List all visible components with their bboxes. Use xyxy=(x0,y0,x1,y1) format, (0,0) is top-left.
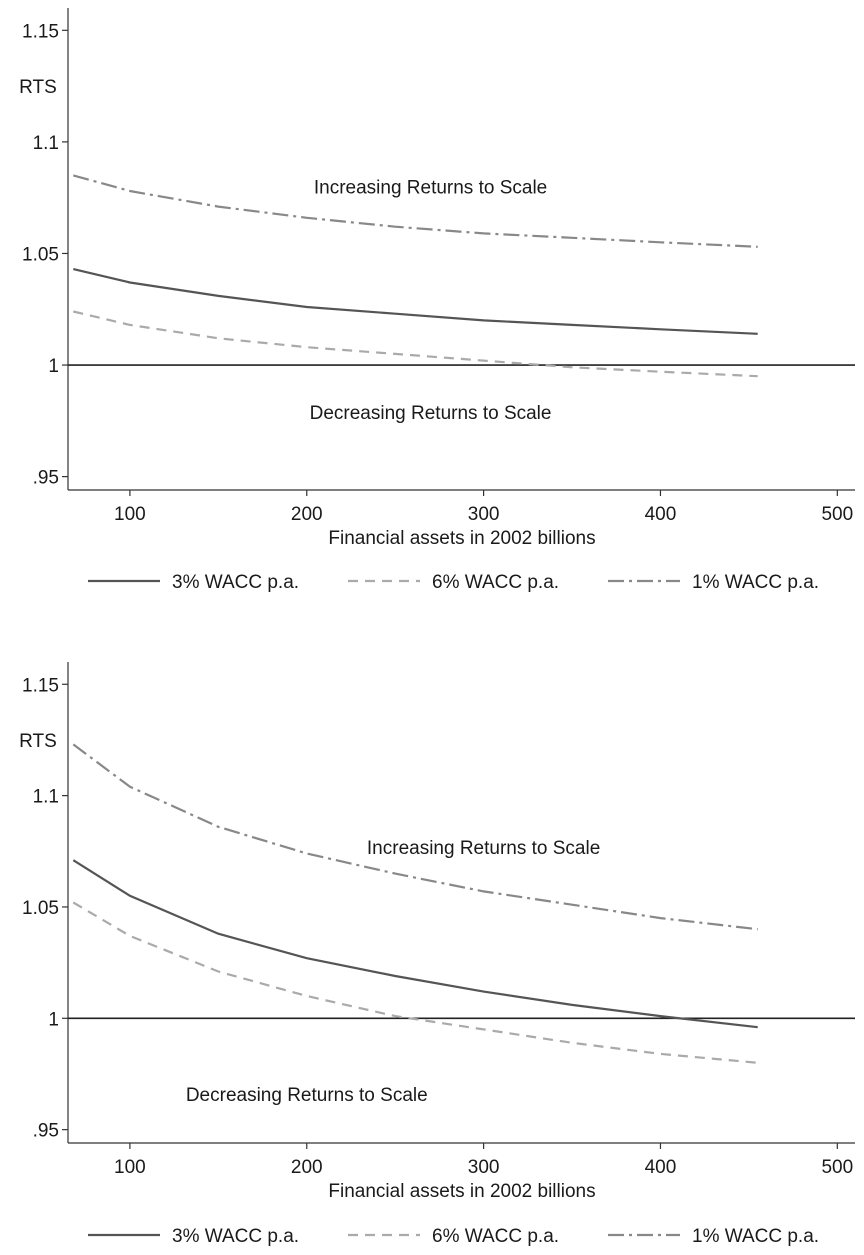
y-tick-label: 1.15 xyxy=(22,675,59,696)
y-tick-label: 1.1 xyxy=(33,787,59,808)
y-axis-label: RTS xyxy=(19,77,57,98)
series-line-2 xyxy=(72,743,758,931)
x-tick-label: 100 xyxy=(114,1157,146,1178)
legend-label: 3% WACC p.a. xyxy=(172,572,299,593)
chart-panel-bottom: .95 1 1.05 1.1 1.15 100 200 300 400 500 RTS Financi… xyxy=(19,662,855,1247)
y-tick-label: 1.05 xyxy=(22,244,59,265)
y-tick-label: 1.15 xyxy=(22,21,59,42)
y-tick-label: 1 xyxy=(48,356,59,377)
annotation: Decreasing Returns to Scale xyxy=(310,403,552,424)
series-line-2 xyxy=(73,174,758,248)
series-line-1 xyxy=(73,310,758,378)
legend-label: 3% WACC p.a. xyxy=(172,1226,299,1247)
chart-panel-top: .95 1 1.05 1.1 1.15 100 200 300 400 500 RTS Financi… xyxy=(19,8,855,593)
y-tick-label: 1.1 xyxy=(33,133,59,154)
x-axis-label: Financial assets in 2002 billions xyxy=(328,1181,595,1202)
x-tick-label: 300 xyxy=(468,1157,500,1178)
annotation: Increasing Returns to Scale xyxy=(367,838,600,859)
series-line-1 xyxy=(72,901,758,1064)
legend-label: 6% WACC p.a. xyxy=(432,1226,559,1247)
y-tick-label: 1 xyxy=(48,1009,59,1030)
y-tick-label: 1.05 xyxy=(22,898,59,919)
x-tick-label: 200 xyxy=(291,504,323,525)
series-line-0 xyxy=(73,268,758,335)
x-tick-label: 500 xyxy=(821,504,853,525)
series-line-0 xyxy=(72,859,758,1029)
y-axis-label: RTS xyxy=(19,731,57,752)
x-axis-label: Financial assets in 2002 billions xyxy=(328,528,595,549)
x-tick-label: 500 xyxy=(821,1157,853,1178)
x-tick-label: 100 xyxy=(114,504,146,525)
y-tick-label: .95 xyxy=(33,1121,59,1142)
annotation: Decreasing Returns to Scale xyxy=(186,1085,428,1106)
x-tick-label: 400 xyxy=(645,504,677,525)
x-tick-label: 400 xyxy=(645,1157,677,1178)
x-tick-label: 300 xyxy=(468,504,500,525)
legend-label: 1% WACC p.a. xyxy=(692,572,819,593)
x-tick-label: 200 xyxy=(291,1157,323,1178)
legend-label: 1% WACC p.a. xyxy=(692,1226,819,1247)
annotation: Increasing Returns to Scale xyxy=(314,178,547,199)
legend-label: 6% WACC p.a. xyxy=(432,572,559,593)
y-tick-label: .95 xyxy=(33,468,59,489)
